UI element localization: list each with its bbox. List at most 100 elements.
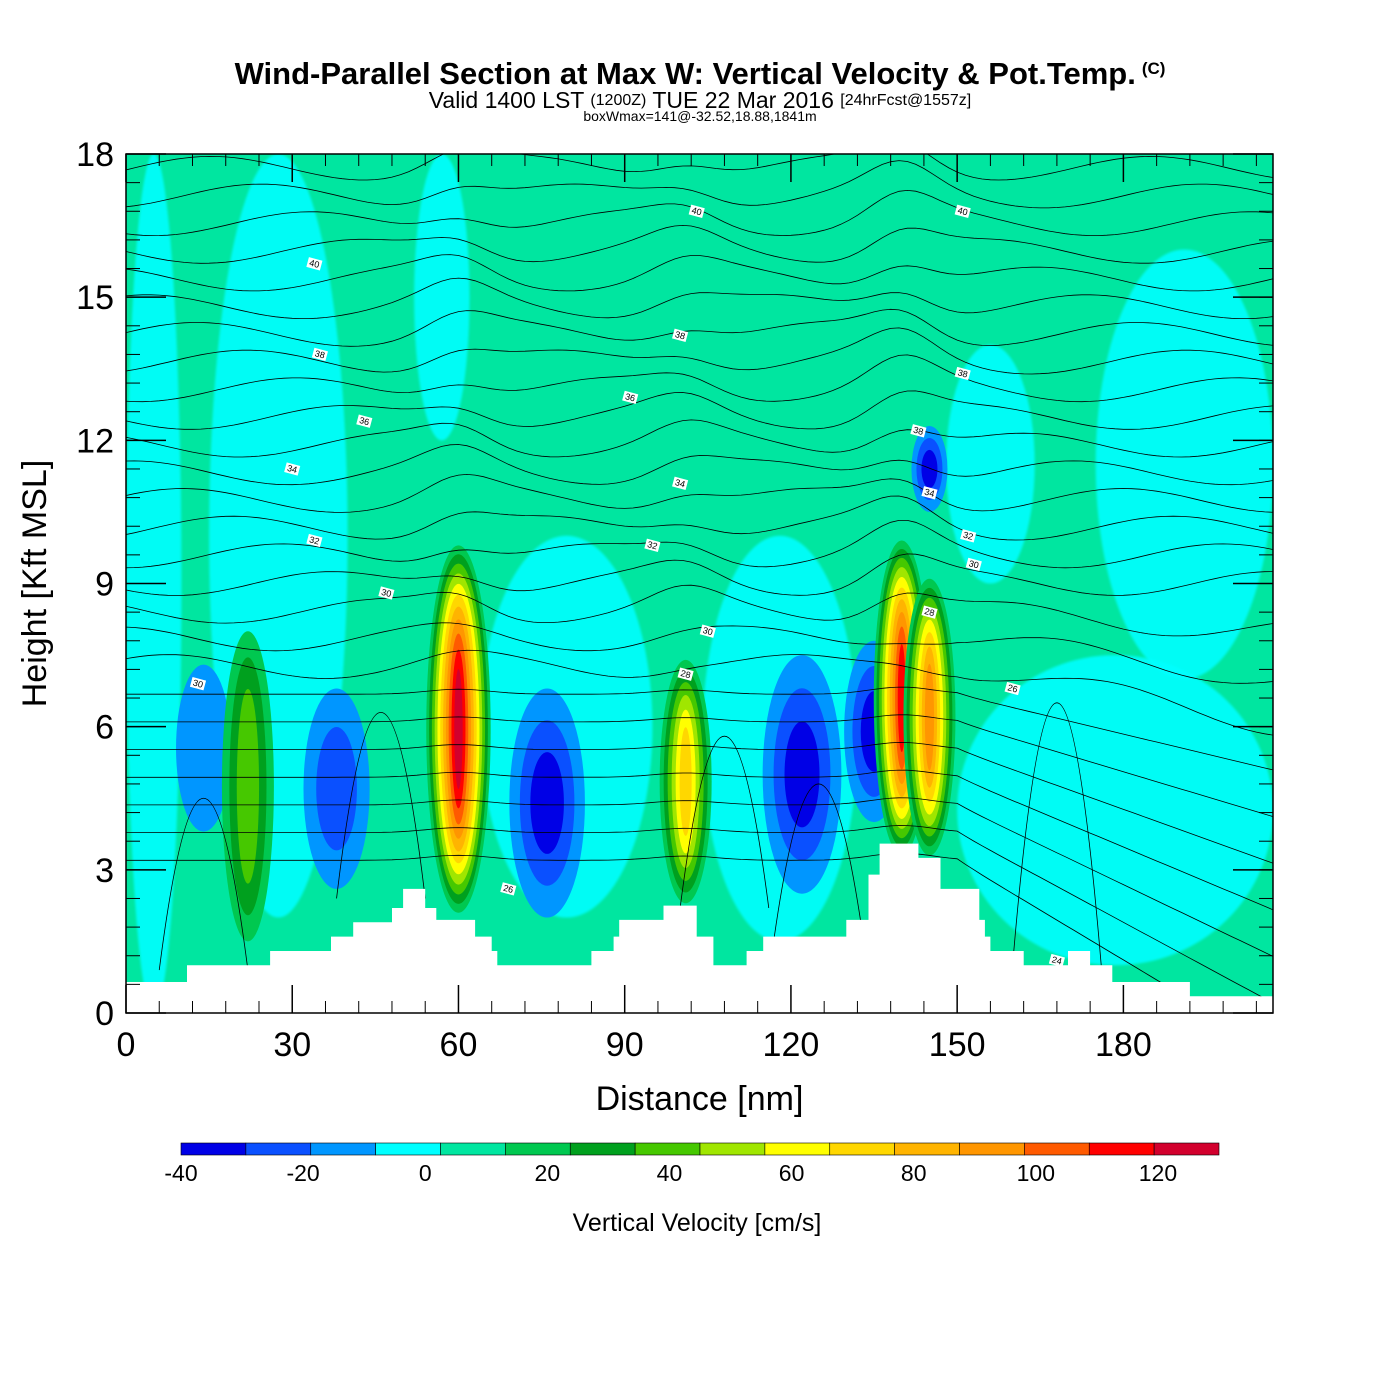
theta-label-10: 34	[672, 476, 689, 490]
theta-contour-low-4	[1012, 702, 1102, 966]
colorbar: -40 -20 0 20 40 60 80 100 120 Vertical Velocity […	[164, 1142, 1220, 1237]
downdraft-2-level-2	[784, 721, 820, 828]
colorbar-swatch-11	[894, 1142, 960, 1156]
colorbar-swatch-2	[310, 1142, 376, 1156]
theta-label-bg	[965, 557, 982, 572]
colorbar-tick-label: 0	[419, 1160, 432, 1186]
theta-label-text: 30	[968, 558, 980, 570]
theta-label-text: 40	[308, 258, 320, 270]
theta-contour-15	[126, 419, 1273, 458]
theta-label-text: 38	[674, 329, 686, 341]
theta-label-8: 36	[622, 390, 639, 405]
theta-label-text: 32	[962, 530, 974, 542]
theta-label-text: 38	[314, 348, 326, 360]
theta-label-bg	[921, 605, 938, 619]
theta-contour-11	[126, 520, 1273, 569]
theta-contour-low-3	[773, 783, 864, 937]
colorbar-swatch-1	[245, 1142, 312, 1156]
colorbar-swatch-0	[180, 1142, 247, 1156]
theta-contour-7	[126, 649, 1273, 736]
utc-time: (1200Z)	[590, 92, 647, 109]
y-tick-label: 9	[95, 566, 114, 604]
y-tick-label: 0	[95, 995, 114, 1033]
theta-label-text: 32	[308, 534, 320, 546]
theta-label-text: 40	[957, 205, 969, 217]
theta-contour-8	[126, 622, 1273, 684]
theta-label-5: 38	[954, 366, 971, 381]
updraft-0-level-2	[236, 688, 260, 884]
y-tick-label: 15	[76, 279, 114, 317]
theta-label-text: 32	[646, 539, 658, 551]
x-tick-label: 90	[606, 1026, 644, 1064]
theta-label-bg	[500, 882, 517, 896]
theta-label-23: 24	[1048, 953, 1065, 968]
theta-label-11: 34	[921, 486, 938, 500]
theta-contour-19	[126, 308, 1273, 347]
y-tick-label: 18	[76, 136, 114, 174]
chart-subtitle: Valid 1400 LST (1200Z) TUE 22 Mar 2016 […	[0, 88, 1400, 113]
theta-label-19: 28	[677, 667, 694, 681]
valid-time: Valid 1400 LST	[428, 87, 584, 113]
x-tick-label: 180	[1095, 1026, 1152, 1064]
terrain-fill	[126, 843, 1273, 1013]
colorbar-swatch-7	[634, 1142, 701, 1156]
theta-label-bg	[677, 667, 694, 681]
colorbar-tick-label: 40	[657, 1160, 683, 1186]
theta-contour-0	[126, 852, 1213, 1013]
theta-label-text: 38	[912, 425, 924, 437]
theta-label-bg	[356, 414, 373, 428]
theta-label-text: 28	[923, 606, 935, 618]
theta-label-4: 38	[672, 328, 689, 342]
colorbar-swatch-14	[1088, 1142, 1155, 1156]
theta-label-text: 24	[1051, 954, 1063, 966]
theta-label-text: 30	[380, 587, 392, 599]
theta-contour-27	[126, 86, 1273, 125]
theta-contour-2	[126, 797, 1273, 957]
theta-label-bg	[306, 257, 323, 271]
colorbar-tick-label: 120	[1139, 1160, 1177, 1186]
theta-label-bg	[954, 204, 971, 218]
title-block: Wind-Parallel Section at Max W: Vertical…	[0, 52, 1400, 124]
downdraft-5-level-0	[176, 664, 232, 832]
theta-label-text: 34	[923, 487, 935, 499]
theta-label-16: 30	[699, 624, 716, 638]
colorbar-tick-label: -40	[164, 1160, 197, 1186]
field-zone-6	[414, 154, 470, 441]
colorbar-swatch-6	[569, 1142, 636, 1156]
theta-contour-5	[126, 714, 1273, 817]
theta-label-text: 34	[674, 477, 686, 489]
theta-contour-14	[126, 444, 1273, 486]
theta-label-6: 38	[910, 424, 927, 438]
contour-labels: 40 40 40 38 38 38 38 36 36 34 34 34 32 32 32 30 30 30 30 28…	[189, 204, 1065, 968]
y-tick-label: 6	[95, 709, 114, 747]
forecast-info: [24hrFcst@1557z]	[840, 92, 972, 109]
terrain	[126, 843, 1273, 1013]
downdraft-0-level-1	[316, 727, 357, 851]
theta-label-text: 26	[1006, 682, 1018, 694]
field-zone-4	[957, 655, 1273, 966]
colorbar-swatch-9	[764, 1142, 831, 1156]
colorbar-swatch-8	[699, 1142, 766, 1156]
theta-label-bg	[960, 529, 977, 543]
theta-contour-low-2	[679, 736, 770, 909]
x-tick-label: 150	[929, 1026, 986, 1064]
theta-label-text: 30	[192, 678, 204, 690]
chart-title-text: Wind-Parallel Section at Max W: Vertical…	[234, 56, 1136, 91]
theta-contour-24	[126, 160, 1273, 209]
theta-label-0: 40	[306, 257, 323, 271]
x-tick-label: 30	[273, 1026, 311, 1064]
theta-contour-12	[126, 495, 1273, 541]
theta-label-bg	[954, 366, 971, 381]
theta-label-bg	[1048, 953, 1065, 968]
colorbar-swatch-15	[1153, 1142, 1220, 1156]
field-zone-7	[946, 344, 1035, 584]
theta-contour-13	[126, 473, 1273, 513]
colorbar-tick-label: 20	[535, 1160, 561, 1186]
theta-contour-21	[126, 254, 1273, 292]
y-axis-title: Height [Kft MSL]	[16, 460, 54, 708]
updraft-1-level-10	[454, 669, 463, 789]
downdraft-1-level-2	[530, 752, 564, 854]
theta-label-bg	[688, 204, 705, 218]
field-zone-5	[1095, 249, 1273, 679]
